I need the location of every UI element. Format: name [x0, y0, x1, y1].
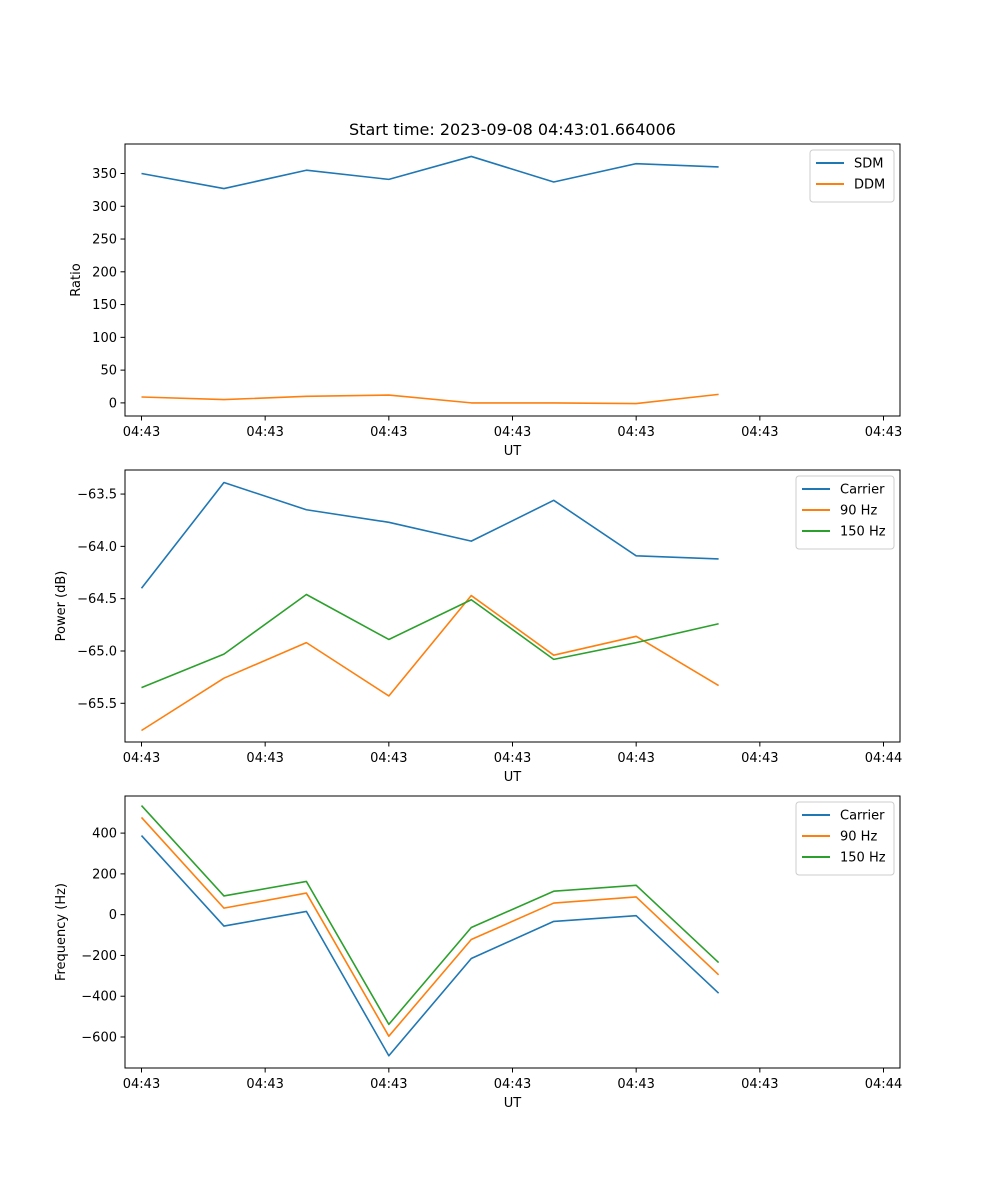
power-x-tick-label: 04:44: [865, 751, 902, 766]
frequency-x-tick-label: 04:44: [865, 1077, 902, 1092]
ratio-legend-label-ddm: DDM: [854, 178, 885, 193]
frequency-series-carrier-line: [140, 835, 720, 1057]
ratio-y-axis-title: Ratio: [69, 263, 84, 296]
power-legend-label-90-hz: 90 Hz: [840, 504, 877, 519]
power-y-tick-label: −64.5: [77, 592, 117, 607]
power-x-tick-label: 04:43: [494, 751, 531, 766]
ratio-x-tick-label: 04:43: [617, 425, 654, 440]
frequency-y-tick-label: −200: [81, 949, 117, 964]
ratio-legend-label-sdm: SDM: [854, 157, 883, 172]
ratio-x-tick-label: 04:43: [494, 425, 531, 440]
power-legend-label-carrier: Carrier: [840, 483, 885, 498]
ratio-x-tick-label: 04:43: [123, 425, 160, 440]
power-y-tick-label: −64.0: [77, 540, 117, 555]
ratio-x-tick-label: 04:43: [370, 425, 407, 440]
frequency-y-axis-title: Frequency (Hz): [54, 883, 69, 981]
ratio-y-tick-label: 100: [92, 331, 117, 346]
frequency-y-tick-label: 0: [109, 908, 117, 923]
ratio-y-tick-label: 350: [92, 167, 117, 182]
power-y-tick-label: −63.5: [77, 488, 117, 503]
frequency-legend-label-150-hz: 150 Hz: [840, 851, 886, 866]
ratio-legend: SDM DDM: [809, 149, 895, 203]
power-x-tick-label: 04:43: [370, 751, 407, 766]
frequency-x-tick-label: 04:43: [617, 1077, 654, 1092]
frequency-y-tick-label: −600: [81, 1031, 117, 1046]
frequency-series-90-hz-line: [140, 816, 720, 1037]
ratio-x-tick-label: 04:43: [246, 425, 283, 440]
frequency-x-tick-label: 04:43: [246, 1077, 283, 1092]
ratio-x-tick-label: 04:43: [741, 425, 778, 440]
frequency-y-tick-label: −400: [81, 990, 117, 1005]
ratio-y-tick-label: 150: [92, 298, 117, 313]
power-panel: 04:43 04:43 04:43 04:43 04:43 04:43 04:44 −65.5…: [54, 469, 902, 785]
frequency-x-tick-label: 04:43: [741, 1077, 778, 1092]
power-x-tick-label: 04:43: [617, 751, 654, 766]
power-y-tick-label: −65.0: [77, 644, 117, 659]
frequency-x-tick-label: 04:43: [494, 1077, 531, 1092]
ratio-series-ddm-line: [141, 393, 719, 405]
frequency-panel: 04:43 04:43 04:43 04:43 04:43 04:43 04:44 −600 −…: [54, 795, 902, 1111]
frequency-series-150-hz-line: [140, 805, 720, 1026]
power-y-tick-label: −65.5: [77, 697, 117, 712]
power-legend-label-150-hz: 150 Hz: [840, 525, 886, 540]
ratio-y-tick-label: 250: [92, 233, 117, 248]
frequency-legend-label-90-hz: 90 Hz: [840, 830, 877, 845]
frequency-x-tick-label: 04:43: [370, 1077, 407, 1092]
power-x-tick-label: 04:43: [246, 751, 283, 766]
power-x-axis-title: UT: [504, 770, 522, 785]
ratio-x-tick-label: 04:43: [865, 425, 902, 440]
ratio-y-tick-label: 0: [109, 396, 117, 411]
power-series-150-hz-line: [141, 593, 719, 689]
frequency-legend-label-carrier: Carrier: [840, 809, 885, 824]
power-series-90-hz-line: [141, 594, 720, 732]
ratio-panel: 04:43 04:43 04:43 04:43 04:43 04:43 04:43 0 50 10…: [69, 143, 902, 459]
power-series-carrier-line: [140, 481, 719, 589]
ratio-y-tick-label: 200: [92, 265, 117, 280]
power-x-tick-label: 04:43: [741, 751, 778, 766]
ratio-series-sdm-line: [141, 155, 719, 190]
frequency-y-tick-label: 200: [92, 867, 117, 882]
frequency-x-axis-title: UT: [504, 1096, 522, 1111]
power-legend: Carrier 90 Hz 150 Hz: [795, 475, 895, 550]
frequency-y-tick-label: 400: [92, 827, 117, 842]
power-x-tick-label: 04:43: [123, 751, 160, 766]
chart-title: Start time: 2023-09-08 04:43:01.664006: [349, 120, 676, 139]
ratio-x-axis-title: UT: [504, 444, 522, 459]
ratio-y-tick-label: 300: [92, 200, 117, 215]
ratio-y-tick-label: 50: [100, 364, 117, 379]
frequency-x-tick-label: 04:43: [123, 1077, 160, 1092]
frequency-legend: Carrier 90 Hz 150 Hz: [795, 801, 895, 876]
power-y-axis-title: Power (dB): [54, 571, 69, 642]
